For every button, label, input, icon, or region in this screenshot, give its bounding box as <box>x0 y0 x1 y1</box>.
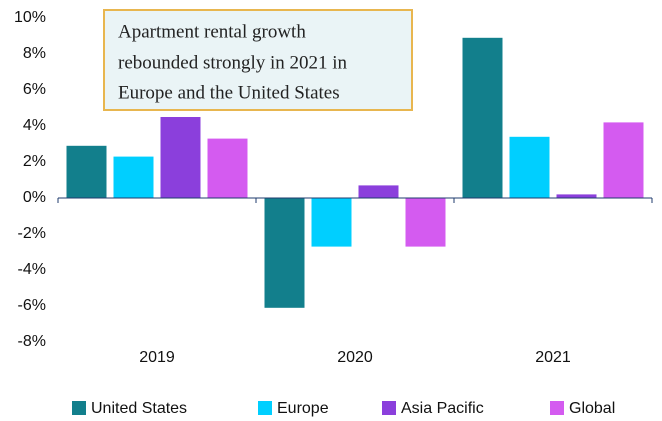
annotation-line: Europe and the United States <box>118 82 340 103</box>
y-tick-label: 10% <box>14 9 46 26</box>
y-tick-label: 8% <box>23 45 46 62</box>
annotation-line: Apartment rental growth <box>118 21 306 42</box>
bar <box>603 122 644 198</box>
bar <box>358 185 399 198</box>
x-tick-label: 2020 <box>337 349 373 366</box>
x-tick-label: 2021 <box>535 349 571 366</box>
y-tick-label: 6% <box>23 81 46 98</box>
annotation-box <box>103 9 413 111</box>
y-tick-label: -4% <box>18 261 46 278</box>
y-tick-label: 4% <box>23 117 46 134</box>
y-tick-label: 0% <box>23 189 46 206</box>
legend-swatch <box>72 401 86 415</box>
bar <box>462 37 503 198</box>
bar <box>66 145 107 198</box>
legend-swatch <box>382 401 396 415</box>
bar <box>311 198 352 247</box>
bar <box>113 156 154 198</box>
x-tick-label: 2019 <box>139 349 175 366</box>
y-tick-label: -2% <box>18 225 46 242</box>
bar <box>556 194 597 198</box>
legend-swatch <box>550 401 564 415</box>
legend-swatch <box>258 401 272 415</box>
y-tick-label: -6% <box>18 297 46 314</box>
bar <box>264 198 305 308</box>
legend-label: Europe <box>277 400 329 417</box>
y-tick-label: 2% <box>23 153 46 170</box>
legend-label: Global <box>569 400 615 417</box>
bar <box>160 117 201 198</box>
bar <box>405 198 446 247</box>
bar <box>509 136 550 198</box>
y-tick-label: -8% <box>18 333 46 350</box>
annotation-line: rebounded strongly in 2021 in <box>118 52 348 73</box>
legend-label: Asia Pacific <box>401 400 484 417</box>
bar <box>207 138 248 198</box>
legend-label: United States <box>91 400 187 417</box>
